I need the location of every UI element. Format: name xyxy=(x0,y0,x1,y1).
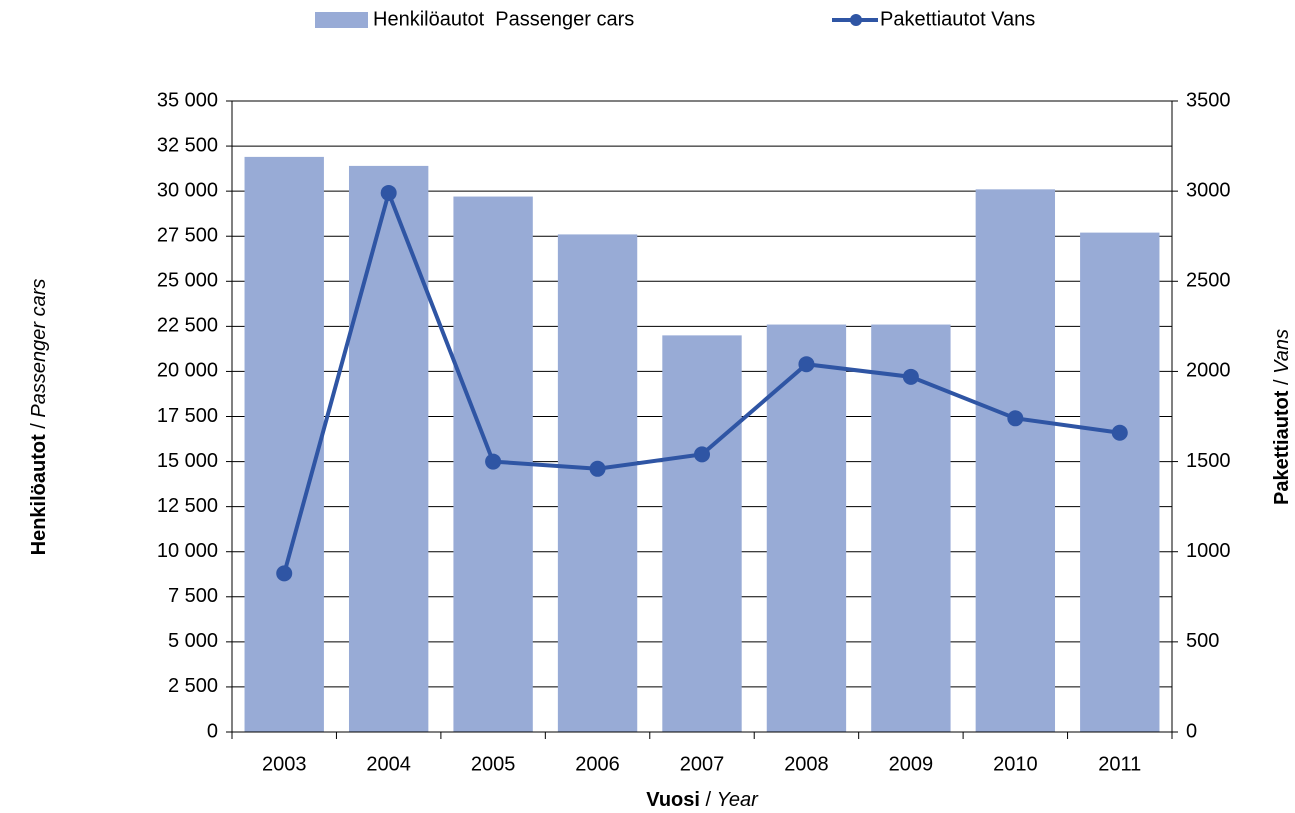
bar xyxy=(975,189,1056,733)
line-marker xyxy=(694,446,710,463)
line-marker xyxy=(1111,424,1128,441)
bar xyxy=(1080,232,1160,732)
bar xyxy=(662,335,742,732)
x-tick-label: 2004 xyxy=(366,753,411,775)
bar xyxy=(557,234,638,732)
bar xyxy=(348,165,429,733)
y-tick-label: 12 500 xyxy=(157,495,218,517)
bar xyxy=(244,156,324,733)
y-tick-label: 25 000 xyxy=(157,270,218,292)
y2-tick-label: 0 xyxy=(1186,720,1197,742)
y-tick-label: 0 xyxy=(207,720,218,742)
x-tick-label: 2010 xyxy=(993,753,1038,775)
x-tick-label: 2011 xyxy=(1098,753,1141,775)
line-marker xyxy=(276,565,293,582)
y2-tick-label: 1000 xyxy=(1186,540,1231,562)
y-tick-label: 10 000 xyxy=(157,540,218,562)
y-tick-label: 5 000 xyxy=(168,630,218,652)
y-tick-label: 17 500 xyxy=(157,405,218,427)
line-marker xyxy=(485,453,502,470)
y2-tick-label: 3000 xyxy=(1186,179,1231,201)
y-tick-label: 27 500 xyxy=(157,224,218,246)
y2-tick-label: 500 xyxy=(1186,630,1219,652)
y2-axis-label: Pakettiautot / Vans xyxy=(1271,329,1293,505)
line-marker xyxy=(902,368,919,385)
y2-tick-label: 2500 xyxy=(1186,270,1231,292)
y-tick-label: 22 500 xyxy=(157,315,218,337)
y-tick-label: 35 000 xyxy=(157,89,218,111)
legend-swatch xyxy=(315,12,368,28)
y-tick-label: 30 000 xyxy=(157,179,218,201)
y-tick-label: 32 500 xyxy=(157,134,218,156)
bar xyxy=(871,324,951,732)
x-tick-label: 2009 xyxy=(889,753,934,775)
legend-label: Henkilöautot Passenger cars xyxy=(373,8,634,30)
x-tick-label: 2003 xyxy=(262,753,307,775)
line-marker xyxy=(798,356,815,373)
y2-tick-label: 2000 xyxy=(1186,360,1231,382)
line-marker xyxy=(589,460,606,477)
legend-label: Pakettiautot Vans xyxy=(880,8,1035,30)
x-tick-label: 2008 xyxy=(784,753,829,775)
y-tick-label: 15 000 xyxy=(157,450,218,472)
x-tick-label: 2005 xyxy=(471,753,516,775)
y-tick-label: 20 000 xyxy=(157,360,218,382)
line-marker xyxy=(1007,410,1024,427)
y-tick-label: 2 500 xyxy=(168,675,218,697)
x-axis-label: Vuosi / Year xyxy=(646,789,759,811)
x-tick-label: 2007 xyxy=(680,753,725,775)
y-tick-label: 7 500 xyxy=(168,585,218,607)
bar xyxy=(766,324,847,732)
y-axis-label: Henkilöautot / Passenger cars xyxy=(28,279,50,556)
x-tick-label: 2006 xyxy=(575,753,620,775)
y2-tick-label: 3500 xyxy=(1186,89,1231,111)
y2-tick-label: 1500 xyxy=(1186,450,1231,472)
legend-marker xyxy=(850,14,862,26)
line-marker xyxy=(380,184,397,201)
